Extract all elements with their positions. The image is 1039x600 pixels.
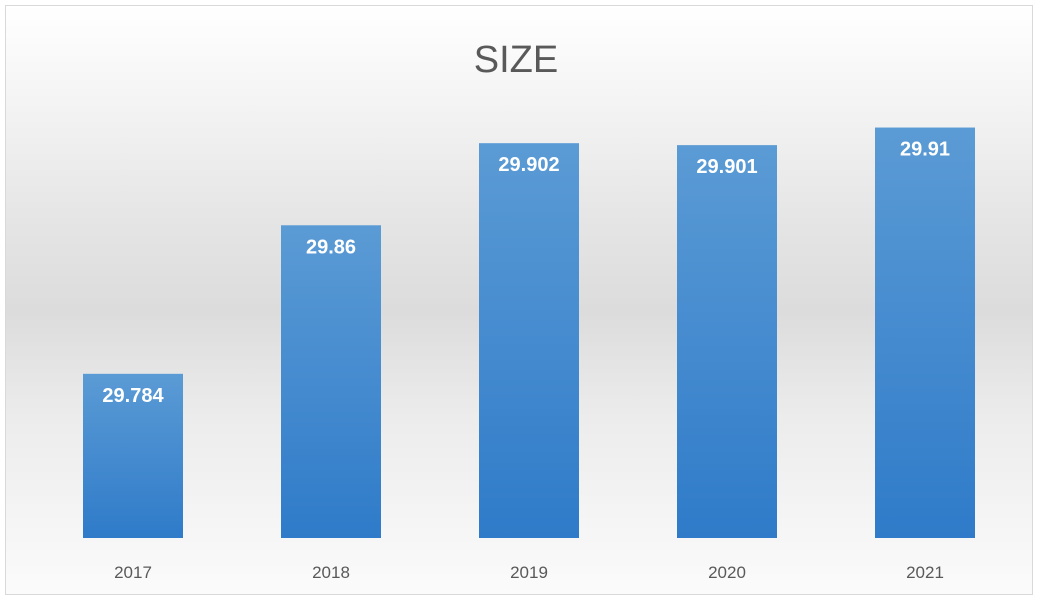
x-tick-2017: 2017 <box>114 563 152 582</box>
x-tick-labels: 2017 2018 2019 2020 2021 <box>114 563 944 582</box>
x-tick-2018: 2018 <box>312 563 350 582</box>
bar-2021 <box>875 127 975 538</box>
bar-2019 <box>479 143 579 538</box>
chart-title: SIZE <box>474 39 558 81</box>
data-label-2021: 29.91 <box>900 139 950 161</box>
data-label-2017: 29.784 <box>102 385 164 407</box>
x-tick-2019: 2019 <box>510 563 548 582</box>
data-label-2019: 29.902 <box>498 154 559 176</box>
bar-2018 <box>281 225 381 539</box>
data-label-2020: 29.901 <box>696 156 757 178</box>
bars-group: 29.784 29.86 29.902 29.901 29.91 <box>83 127 975 539</box>
x-tick-2021: 2021 <box>906 563 944 582</box>
data-label-2018: 29.86 <box>306 236 356 258</box>
bar-2020 <box>677 145 777 539</box>
x-tick-2020: 2020 <box>708 563 746 582</box>
bar-2017 <box>83 373 183 538</box>
